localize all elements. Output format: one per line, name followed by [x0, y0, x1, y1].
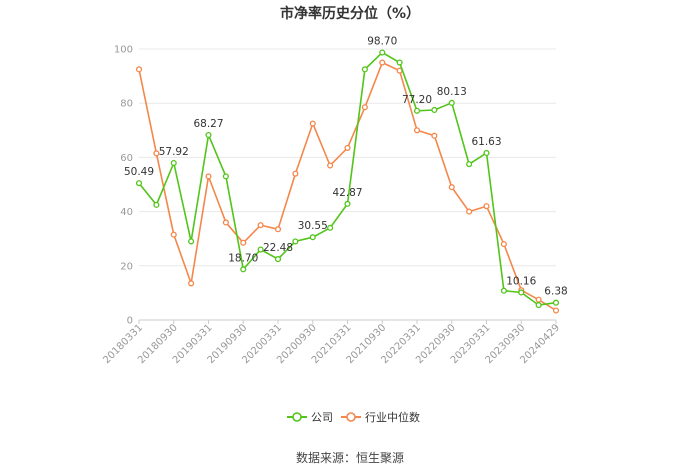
data-label: 6.38: [544, 286, 567, 298]
legend-label: 公司: [311, 411, 333, 424]
data-point: [222, 173, 229, 180]
legend-swatch-marker: [292, 412, 302, 422]
series-line-0: [138, 51, 557, 306]
data-point: [413, 127, 421, 134]
data-point: [466, 208, 473, 215]
data-point: [205, 131, 212, 139]
legend-swatch-marker: [346, 412, 356, 422]
y-tick-label: 80: [120, 99, 133, 110]
data-point: [309, 234, 316, 241]
data-point: [274, 256, 282, 263]
data-point: [327, 162, 334, 169]
data-point: [222, 219, 229, 226]
data-point: [309, 120, 316, 127]
data-point: [483, 149, 490, 157]
data-label: 61.63: [471, 136, 501, 148]
data-label: 10.16: [506, 275, 536, 287]
data-point: [205, 173, 212, 180]
legend-label: 行业中位数: [365, 410, 420, 424]
y-tick-label: 40: [120, 207, 133, 218]
data-label: 50.49: [124, 166, 154, 178]
data-point: [135, 180, 143, 187]
chart-title: 市净率历史分位（%）: [279, 6, 421, 22]
data-label: 80.13: [437, 86, 467, 98]
data-point: [344, 200, 351, 207]
data-point: [535, 302, 542, 309]
data-label: 77.20: [402, 94, 432, 106]
data-point: [535, 296, 542, 303]
y-tick-label: 100: [114, 45, 133, 56]
data-label: 98.70: [367, 36, 397, 48]
data-source: 数据来源：恒生聚源: [295, 451, 404, 465]
data-point: [274, 226, 282, 233]
data-label: 42.87: [332, 187, 362, 199]
data-point: [170, 231, 177, 238]
data-point: [292, 170, 299, 177]
data-point: [361, 66, 368, 73]
y-tick-label: 60: [120, 153, 133, 164]
data-point: [292, 238, 299, 245]
data-point: [257, 246, 264, 253]
data-point: [257, 222, 264, 229]
data-point: [552, 299, 560, 306]
y-tick-label: 0: [127, 316, 133, 327]
data-point: [188, 238, 195, 245]
data-label: 30.55: [298, 220, 328, 232]
data-point: [153, 150, 160, 157]
data-point: [413, 107, 421, 114]
data-point: [153, 201, 160, 208]
data-point: [344, 144, 351, 151]
data-point: [448, 184, 455, 191]
data-point: [552, 307, 560, 314]
data-point: [240, 266, 247, 273]
data-point: [379, 59, 386, 66]
data-point: [466, 161, 473, 168]
data-point: [448, 99, 455, 106]
data-label: 57.92: [159, 146, 189, 158]
data-point: [500, 241, 507, 248]
data-label: 22.48: [263, 242, 293, 254]
data-label: 68.27: [193, 118, 223, 130]
data-point: [170, 159, 177, 167]
data-point: [327, 224, 334, 231]
data-label: 18.70: [228, 252, 258, 264]
data-point: [396, 59, 403, 66]
data-point: [518, 289, 525, 296]
data-point: [379, 49, 386, 56]
data-point: [188, 280, 195, 287]
y-tick-label: 20: [120, 261, 133, 272]
data-point: [431, 132, 438, 139]
data-point: [500, 287, 507, 294]
data-point: [361, 104, 368, 111]
data-point: [431, 106, 438, 114]
data-point: [240, 239, 247, 246]
data-point: [483, 203, 490, 210]
data-point: [135, 66, 143, 73]
